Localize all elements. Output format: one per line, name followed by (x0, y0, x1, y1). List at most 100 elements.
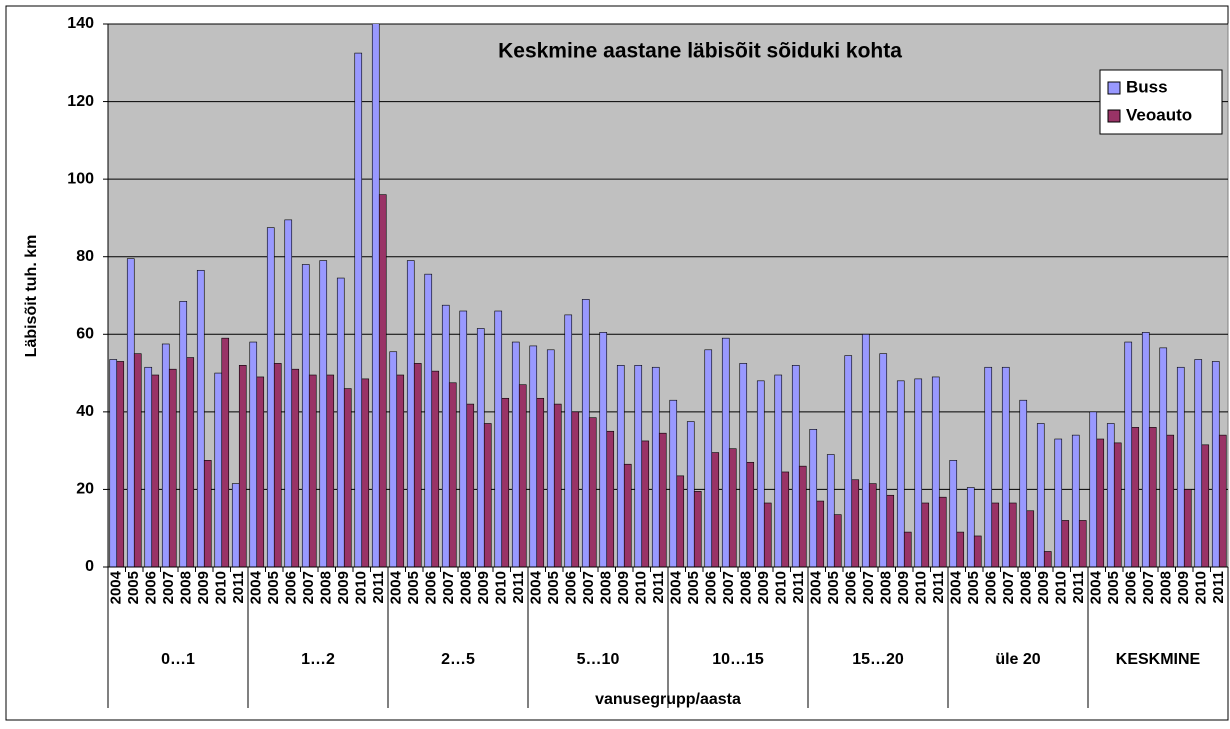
bar (133, 353, 142, 567)
bar (196, 269, 205, 567)
x-tick-label: 2007 (300, 571, 317, 604)
x-tick-label: 2010 (353, 571, 370, 604)
x-tick-label: 2004 (948, 570, 965, 604)
x-tick-label: 2004 (808, 570, 825, 604)
bar (868, 483, 877, 567)
x-tick-label: 2007 (1000, 571, 1017, 604)
y-tick-label: 0 (85, 558, 94, 575)
bar (413, 363, 422, 567)
bar (956, 531, 965, 567)
bar (361, 378, 370, 567)
bar (536, 397, 545, 567)
bar (693, 491, 702, 567)
x-tick-label: 2008 (458, 571, 475, 604)
bar (1078, 520, 1087, 567)
bar (1183, 489, 1192, 567)
bar (833, 514, 842, 567)
bar (564, 314, 573, 567)
bar (763, 502, 772, 567)
bar (798, 465, 807, 567)
bar (634, 365, 643, 567)
x-tick-label: 2007 (860, 571, 877, 604)
bar (669, 399, 678, 567)
bar (448, 382, 457, 567)
bar (343, 388, 352, 567)
bar (886, 494, 895, 567)
bar (476, 328, 485, 567)
x-tick-label: 2009 (615, 571, 632, 604)
bar (1166, 434, 1175, 567)
bar (1211, 361, 1220, 567)
bar (1054, 438, 1063, 567)
bar (1176, 366, 1185, 567)
bar (396, 374, 405, 567)
bar (378, 194, 387, 567)
bar (1218, 434, 1227, 567)
bar (249, 341, 258, 567)
bar (238, 365, 247, 567)
group-label: KESKMINE (1116, 651, 1201, 668)
chart-title: Keskmine aastane läbisõit sõiduki kohta (498, 40, 902, 63)
bar (431, 370, 440, 567)
x-tick-label: 2008 (878, 571, 895, 604)
x-tick-label: 2010 (1053, 571, 1070, 604)
x-tick-label: 2006 (983, 571, 1000, 604)
bar (1096, 438, 1105, 567)
bar (984, 366, 993, 567)
bar (273, 363, 282, 567)
bar (1194, 359, 1203, 567)
bar (518, 384, 527, 567)
bar (319, 260, 328, 567)
x-tick-label: 2008 (738, 571, 755, 604)
bar (571, 411, 580, 567)
bar (168, 368, 177, 567)
bar (116, 361, 125, 567)
bar (326, 374, 335, 567)
x-tick-label: 2008 (598, 571, 615, 604)
bar (1113, 442, 1122, 567)
bar (144, 366, 153, 567)
bar (441, 304, 450, 567)
y-tick-label: 80 (76, 248, 94, 265)
x-tick-label: 2011 (930, 571, 947, 604)
bar (1043, 551, 1052, 567)
group-label: 0…1 (161, 651, 195, 668)
bar (721, 337, 730, 567)
bar (424, 273, 433, 567)
x-tick-label: 2008 (1018, 571, 1035, 604)
x-tick-label: 2010 (1193, 571, 1210, 604)
bar (301, 264, 310, 567)
bar (221, 337, 230, 567)
x-tick-label: 2007 (440, 571, 457, 604)
y-tick-label: 20 (76, 481, 94, 498)
bar (186, 357, 195, 567)
bar (126, 258, 135, 567)
x-tick-label: 2004 (248, 570, 265, 604)
x-tick-label: 2006 (703, 571, 720, 604)
bar (756, 380, 765, 567)
x-tick-label: 2008 (178, 571, 195, 604)
bar (686, 421, 695, 567)
bar (214, 372, 223, 567)
x-tick-label: 2005 (965, 571, 982, 604)
x-tick-label: 2004 (1088, 570, 1105, 604)
x-tick-label: 2011 (370, 571, 387, 604)
bar (966, 487, 975, 567)
bar (354, 52, 363, 567)
x-tick-label: 2010 (913, 571, 930, 604)
bar (606, 430, 615, 567)
bar (553, 403, 562, 567)
bar (291, 368, 300, 567)
bar (844, 355, 853, 567)
bar (949, 460, 958, 567)
bar (851, 479, 860, 567)
bar (728, 448, 737, 567)
bar (1106, 423, 1115, 567)
x-tick-label: 2007 (160, 571, 177, 604)
x-tick-label: 2005 (1105, 571, 1122, 604)
x-tick-label: 2004 (388, 570, 405, 604)
x-tick-label: 2006 (563, 571, 580, 604)
legend-label: Veoauto (1126, 105, 1192, 124)
x-tick-label: 2010 (493, 571, 510, 604)
x-tick-label: 2008 (1158, 571, 1175, 604)
